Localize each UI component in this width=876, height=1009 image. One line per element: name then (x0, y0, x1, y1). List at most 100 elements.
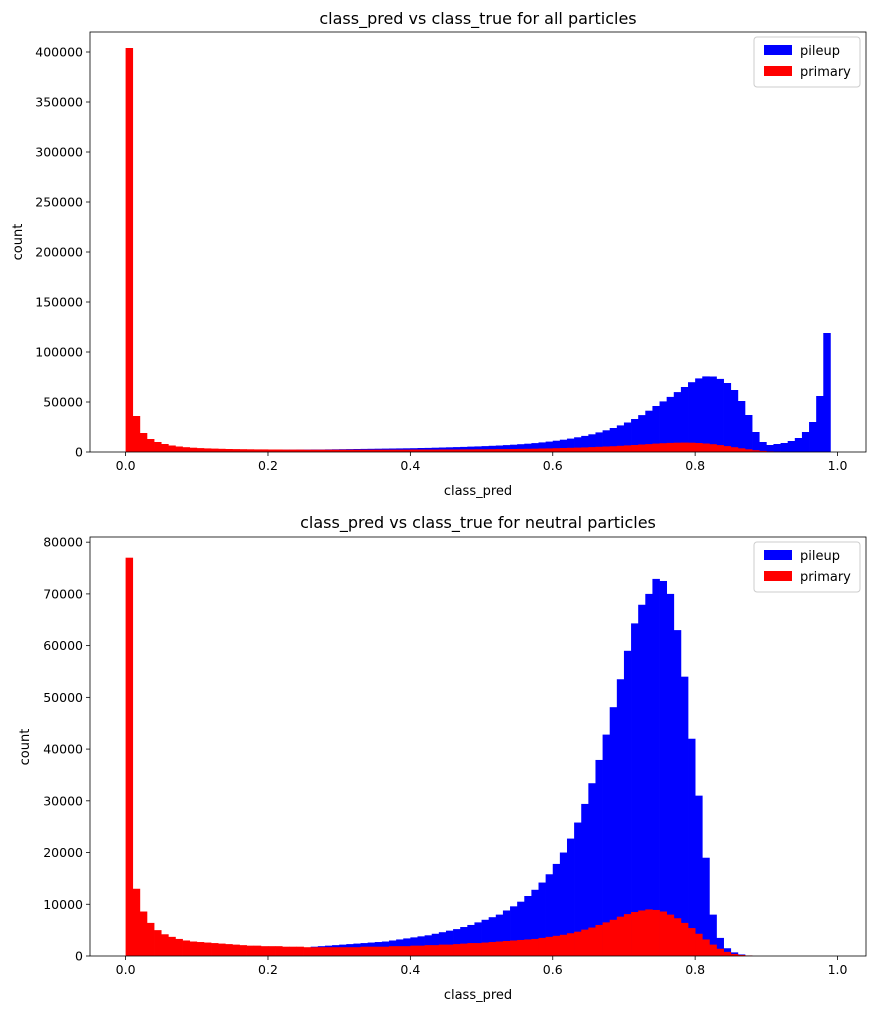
bar-primary (652, 909, 660, 956)
bar-primary (502, 449, 511, 452)
bar-primary (389, 449, 397, 452)
y-axis-label: count (18, 729, 33, 766)
bar-primary (645, 444, 653, 452)
y-axis-label: count (11, 224, 26, 261)
bar-primary (552, 448, 561, 452)
bar-primary (360, 449, 368, 452)
bar-primary (631, 445, 639, 452)
bar-primary (203, 942, 212, 956)
bar-pileup (816, 396, 824, 452)
series-primary (125, 557, 753, 956)
bar-pileup (574, 437, 582, 452)
bar-primary (424, 945, 433, 956)
bar-primary (438, 449, 447, 452)
bar-primary (161, 444, 169, 452)
bar-primary (396, 946, 404, 956)
bar-primary (445, 944, 454, 956)
bar-primary (218, 943, 226, 956)
bar-pileup (438, 932, 447, 956)
bar-primary (417, 449, 425, 452)
bar-primary (275, 449, 283, 452)
x-axis-label: class_pred (444, 988, 512, 1003)
bar-pileup (645, 593, 653, 956)
bar-primary (688, 928, 696, 956)
bar-primary (289, 449, 297, 452)
bar-primary (211, 943, 219, 956)
x-tick-label: 0.0 (116, 458, 136, 473)
chart-title: class_pred vs class_true for neutral par… (300, 513, 656, 533)
bar-primary (574, 931, 582, 956)
bar-primary (253, 945, 262, 956)
bar-primary (403, 449, 411, 452)
bar-primary (744, 449, 753, 452)
y-tick-label: 80000 (43, 535, 83, 550)
bar-primary (488, 942, 497, 956)
bar-pileup (552, 440, 561, 452)
y-tick-label: 50000 (43, 395, 83, 410)
bar-pileup (453, 929, 461, 956)
bar-primary (502, 941, 511, 956)
bar-pileup (581, 435, 589, 452)
bar-primary (552, 935, 561, 956)
x-axis-label: class_pred (444, 484, 512, 499)
y-tick-label: 300000 (35, 145, 83, 160)
bar-primary (154, 930, 162, 956)
bar-primary (545, 936, 554, 956)
bar-primary (225, 944, 233, 956)
bar-primary (403, 946, 411, 956)
bar-pileup (709, 914, 717, 956)
bar-primary (132, 416, 141, 452)
bar-primary (161, 934, 169, 956)
bar-primary (453, 449, 461, 452)
bar-pileup (666, 593, 675, 956)
bar-primary (232, 449, 240, 452)
y-tick-label: 50000 (43, 690, 83, 705)
bar-primary (474, 943, 482, 956)
bar-pileup (794, 438, 803, 452)
bar-pileup (517, 444, 525, 452)
bar-primary (680, 442, 689, 452)
bar-pileup (652, 406, 660, 452)
bar-primary (139, 911, 148, 956)
bar-pileup (673, 630, 682, 956)
bar-pileup (495, 445, 504, 452)
bar-pileup (531, 443, 539, 452)
bar-primary (332, 449, 340, 452)
bar-primary (723, 446, 732, 452)
bar-pileup (545, 874, 554, 956)
bar-primary (666, 442, 675, 452)
bar-primary (559, 448, 568, 452)
bar-primary (374, 449, 383, 452)
bar-primary (168, 936, 176, 956)
legend-swatch-pileup (764, 45, 792, 55)
bar-primary (417, 945, 425, 956)
bar-pileup (538, 882, 546, 956)
bar-primary (445, 449, 454, 452)
bar-pileup (616, 679, 625, 956)
bar-primary (709, 444, 717, 452)
bar-pileup (510, 444, 518, 452)
bar-primary (588, 447, 596, 452)
bar-pileup (595, 759, 603, 956)
bar-primary (424, 449, 433, 452)
bar-pileup (631, 419, 639, 452)
bar-primary (438, 944, 447, 956)
bar-primary (232, 944, 240, 956)
bar-primary (481, 942, 490, 956)
bar-pileup (609, 428, 618, 452)
legend-label-pileup: pileup (800, 549, 840, 564)
bar-primary (510, 449, 518, 452)
bar-primary (339, 449, 347, 452)
bar-primary (709, 944, 717, 956)
bar-primary (203, 448, 212, 452)
bar-primary (410, 945, 418, 956)
bar-primary (175, 938, 183, 956)
bar-pileup (688, 738, 696, 956)
bar-pileup (631, 623, 639, 956)
bar-primary (645, 909, 653, 956)
bar-pileup (652, 578, 660, 956)
bar-primary (410, 449, 418, 452)
bar-pileup (638, 604, 646, 956)
bar-pileup (616, 425, 625, 452)
bar-primary (752, 450, 760, 452)
